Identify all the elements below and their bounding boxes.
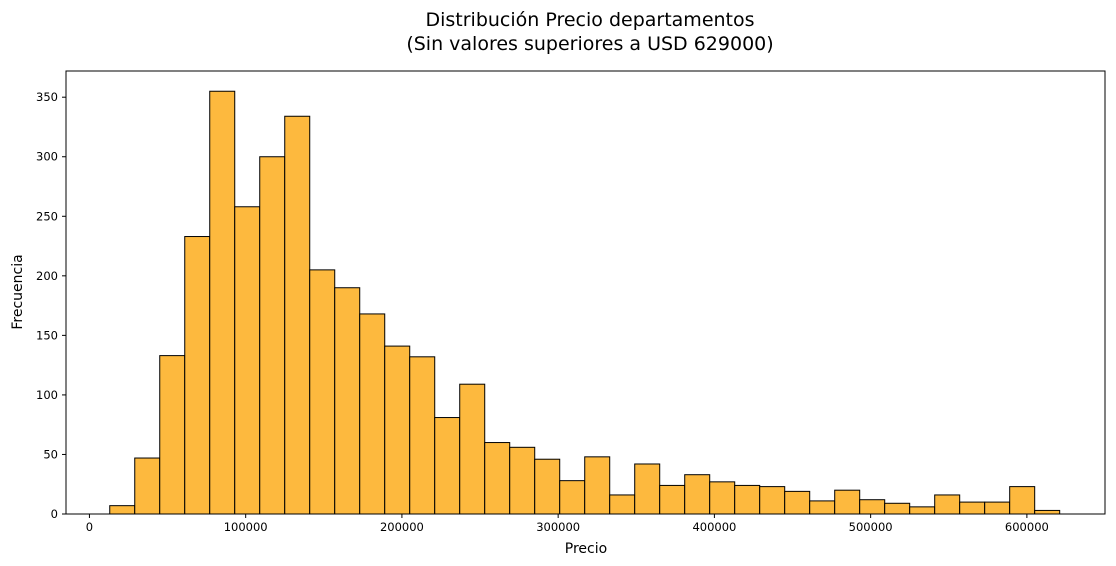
y-tick-label: 150 [36,328,58,342]
histogram-bar [809,500,836,515]
x-tick-label: 600000 [1005,520,1049,534]
histogram-bar [134,457,161,515]
histogram-bar [834,489,861,515]
histogram-bar [634,463,661,515]
histogram-bar [709,481,736,515]
y-tick-label: 250 [36,209,58,223]
histogram-bar [984,501,1011,515]
histogram-bar [609,494,636,515]
histogram-bar [184,236,211,515]
histogram-bar [234,206,261,515]
histogram-bar [159,355,186,515]
histogram-bar [1009,486,1036,515]
histogram-bar [1034,509,1061,515]
histogram-bar [784,490,811,515]
histogram-bar [959,501,986,515]
y-axis-label: Frecuencia [10,254,26,329]
plot-frame [65,70,1106,515]
histogram-bar [734,484,761,515]
x-axis-label: Precio [565,541,607,557]
histogram-bar [434,417,461,515]
histogram-bar [909,506,936,515]
histogram-bar [259,156,286,515]
histogram-bar [559,480,586,515]
histogram-bar [759,486,786,515]
x-tick-label: 100000 [224,520,268,534]
histogram-bar [659,484,686,515]
histogram-bar [884,502,911,515]
x-tick-label: 400000 [692,520,736,534]
x-tick-label: 200000 [380,520,424,534]
histogram-bar [359,313,386,515]
y-tick-label: 50 [43,447,58,461]
chart-title-line2: (Sin valores superiores a USD 629000) [406,33,773,55]
histogram-bar [684,474,711,515]
histogram-bar [934,494,961,515]
y-axis-ticks: 0 50 100 150 200 250 300 350 [36,90,66,521]
histogram-bar [334,287,361,515]
y-tick-label: 200 [36,269,58,283]
histogram-bar [284,115,311,515]
histogram-bar [584,456,611,515]
chart-title-line1: Distribución Precio departamentos [425,9,754,31]
y-tick-label: 300 [36,150,58,164]
histogram-bar [384,345,411,515]
histogram-bar [459,383,486,515]
y-tick-label: 0 [51,507,58,521]
x-axis-ticks: 0 100000 200000 300000 400000 500000 600000 [86,514,1049,534]
y-tick-label: 350 [36,90,58,104]
histogram-bar [534,458,561,515]
histogram-bar [309,269,336,515]
x-tick-label: 300000 [536,520,580,534]
histogram-bar [509,446,536,515]
histogram-bar [209,90,236,515]
x-tick-label: 500000 [849,520,893,534]
y-tick-label: 100 [36,388,58,402]
histogram-bar [859,499,886,515]
x-tick-label: 0 [86,520,93,534]
histogram-bars [109,90,1061,515]
histogram-bar [109,505,136,515]
histogram-bar [484,442,511,515]
histogram-bar [409,356,436,515]
